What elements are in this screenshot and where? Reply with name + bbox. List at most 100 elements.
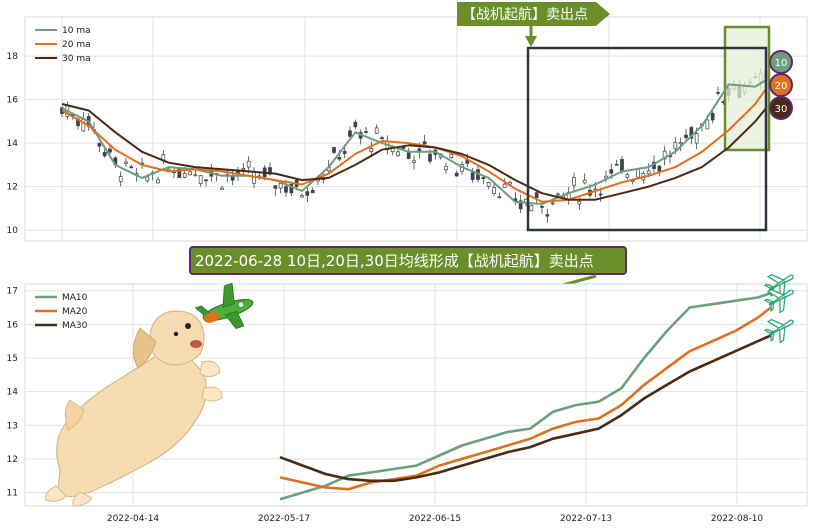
y-tick-label: 15 bbox=[7, 354, 18, 364]
top-chart: 10 12 14 16 18 10 ma 20 ma 30 ma 【战机起航】卖出点 1… bbox=[7, 2, 808, 242]
airplane-icon bbox=[763, 318, 794, 344]
candle-body bbox=[470, 172, 475, 180]
top-callout-arrow bbox=[457, 2, 610, 26]
candle-body bbox=[716, 92, 720, 94]
candle-body bbox=[444, 166, 448, 171]
candle-body bbox=[449, 153, 454, 159]
middle-callout-box bbox=[189, 246, 627, 275]
candle-body bbox=[705, 119, 710, 130]
candle-body bbox=[694, 133, 699, 144]
candle-body bbox=[689, 127, 694, 139]
candle-body bbox=[684, 134, 688, 139]
y-tick-label: 16 bbox=[7, 96, 19, 106]
y-tick-label: 12 bbox=[7, 455, 18, 465]
bottom-ma-lines bbox=[279, 291, 774, 501]
candle-body bbox=[502, 183, 507, 188]
candle-body bbox=[241, 167, 246, 170]
candle-body bbox=[534, 192, 539, 198]
candle-body bbox=[497, 196, 502, 199]
candle-body bbox=[481, 177, 486, 179]
candle-body bbox=[614, 163, 619, 166]
candle-body bbox=[129, 166, 134, 169]
candle-body bbox=[124, 161, 128, 164]
y-tick-label: 11 bbox=[7, 489, 18, 499]
legend-label-ma30: MA30 bbox=[62, 321, 88, 331]
candle-body bbox=[182, 173, 187, 178]
candle-body bbox=[678, 142, 683, 145]
candle-body bbox=[518, 200, 523, 210]
candle-body bbox=[529, 204, 534, 212]
y-tick-label: 17 bbox=[7, 287, 18, 297]
candle-body bbox=[108, 148, 112, 153]
top-plot-area bbox=[24, 16, 808, 242]
toy-airplane-icon bbox=[194, 282, 254, 329]
ma20-line bbox=[61, 88, 767, 203]
candle-body bbox=[486, 181, 491, 187]
candle-body bbox=[374, 127, 379, 134]
candle-body bbox=[646, 170, 651, 175]
y-tick-label: 16 bbox=[7, 320, 19, 330]
x-tick-label: 2022-06-15 bbox=[409, 514, 461, 524]
candle-body bbox=[710, 113, 715, 121]
y-tick-label: 14 bbox=[7, 388, 19, 398]
candle-body bbox=[230, 175, 235, 181]
candle-body bbox=[305, 191, 310, 196]
candle-body bbox=[540, 205, 544, 208]
candle-body bbox=[422, 141, 427, 145]
candle-body bbox=[332, 147, 336, 153]
candle-body bbox=[673, 142, 678, 150]
bottom-legend: MA10 MA20 MA30 bbox=[35, 293, 88, 331]
candle-body bbox=[577, 201, 582, 205]
candle-body bbox=[545, 214, 550, 217]
candle-body bbox=[428, 153, 432, 162]
airplane-icon bbox=[763, 288, 794, 314]
bottom-chart: 11 12 13 14 15 16 17 2022-04-14 2022-05-17 202… bbox=[7, 273, 808, 524]
ma20-line bbox=[279, 304, 774, 491]
legend-label-ma20: MA20 bbox=[62, 307, 88, 317]
ma10-line bbox=[279, 291, 774, 501]
x-tick-label: 2022-07-13 bbox=[560, 514, 612, 524]
x-tick-label: 2022-08-10 bbox=[711, 514, 764, 524]
candle-body bbox=[550, 202, 555, 205]
ma10-line bbox=[61, 79, 767, 205]
top-y-axis: 10 12 14 16 18 bbox=[7, 52, 19, 236]
x-tick-label: 2022-04-14 bbox=[107, 514, 160, 524]
candle-body bbox=[454, 172, 459, 177]
badge-30ma-label: 30 bbox=[775, 104, 788, 115]
middle-callout: 2022-06-28 10日,20日,30日均线形成【战机起航】卖出点 bbox=[189, 246, 627, 294]
candle-body bbox=[609, 169, 614, 174]
candle-body bbox=[102, 151, 107, 157]
candle-body bbox=[204, 179, 208, 182]
candle-body bbox=[369, 148, 374, 152]
legend-label-30ma: 30 ma bbox=[62, 54, 91, 64]
candle-body bbox=[246, 160, 251, 168]
candle-body bbox=[598, 193, 603, 196]
candle-body bbox=[572, 177, 576, 186]
candle-body bbox=[625, 174, 630, 178]
top-callout-pointer-head bbox=[525, 36, 537, 47]
legend-label-10ma: 10 ma bbox=[62, 26, 91, 36]
candle-body bbox=[220, 187, 224, 190]
candle-body bbox=[492, 187, 496, 194]
top-legend: 10 ma 20 ma 30 ma bbox=[35, 26, 91, 64]
signal-frame bbox=[526, 46, 768, 232]
candle-body bbox=[342, 151, 347, 154]
puppy-illustration bbox=[45, 310, 223, 507]
y-tick-label: 13 bbox=[7, 421, 18, 431]
candle-body bbox=[582, 179, 587, 184]
candle-body bbox=[412, 160, 416, 163]
candle-body bbox=[284, 186, 288, 193]
candle-body bbox=[604, 175, 608, 179]
candle-body bbox=[97, 143, 102, 147]
top-callout: 【战机起航】卖出点 bbox=[457, 2, 610, 47]
candle-body bbox=[278, 183, 283, 189]
badge-20ma-label: 20 bbox=[775, 81, 788, 92]
candle-body bbox=[620, 159, 624, 172]
candle-body bbox=[348, 130, 352, 137]
badge-10ma-label: 10 bbox=[775, 58, 788, 69]
ma30-line bbox=[279, 333, 774, 483]
candle-body bbox=[188, 171, 192, 176]
candle-body bbox=[556, 193, 560, 196]
candle-body bbox=[118, 176, 123, 182]
